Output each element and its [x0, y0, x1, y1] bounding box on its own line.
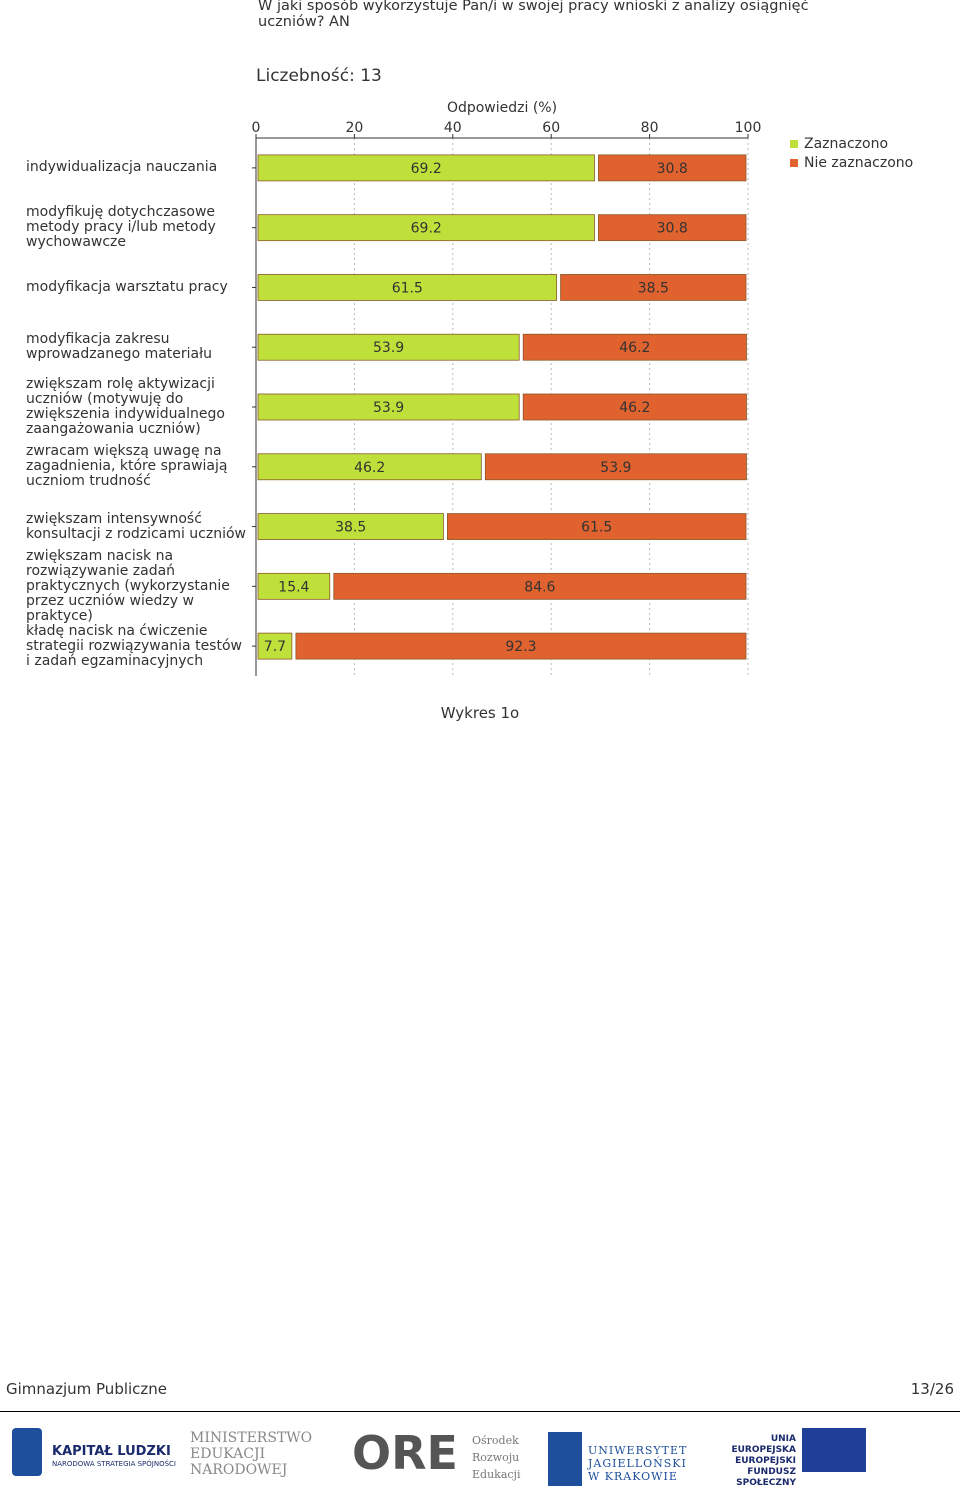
category-label: zwracam większą uwagę na zagadnienia, kt… [26, 443, 228, 490]
category-label: kładę nacisk na ćwiczenie strategii rozw… [26, 622, 242, 669]
value-label: 92.3 [505, 639, 536, 655]
value-label: 30.8 [657, 221, 688, 237]
chart-title: W jaki sposób wykorzystuje Pan/i w swoje… [258, 0, 809, 30]
bar-segment [257, 632, 293, 660]
logo-block: UNIWERSYTET JAGIELLOŃSKI W KRAKOWIE [588, 1444, 687, 1483]
logo-text: Rozwoju [472, 1451, 520, 1464]
value-label: 69.2 [411, 161, 442, 177]
bar-segment [295, 632, 747, 660]
footer-right: 13/26 [910, 1380, 954, 1398]
value-label: 53.9 [373, 400, 404, 416]
logo-mark [802, 1428, 866, 1472]
value-label: 15.4 [278, 579, 309, 595]
value-label: 61.5 [581, 520, 612, 536]
bar-segment [257, 453, 482, 481]
category-label: zwiększam nacisk na rozwiązywanie zadań … [26, 547, 230, 624]
x-tick-label: 20 [345, 120, 363, 136]
logo-mark [12, 1428, 42, 1476]
bar-segment [522, 333, 747, 361]
value-label: 53.9 [600, 460, 631, 476]
legend-label: Zaznaczono [804, 136, 888, 152]
bar-segment [257, 214, 595, 242]
chart: Odpowiedzi (%) 0 20 40 60 80 100 69.2 30.8 69.2 3… [252, 100, 913, 676]
category-label: modyfikacja warsztatu pracy [26, 278, 228, 295]
legend-swatch [790, 140, 798, 148]
bar-segment [522, 393, 747, 421]
logo-text: JAGIELLOŃSKI [588, 1457, 687, 1470]
bar-segment [333, 572, 747, 600]
legend-label: Nie zaznaczono [804, 155, 913, 171]
bar-segment [484, 453, 747, 481]
logo-block: UNIA EUROPEJSKA EUROPEJSKI FUNDUSZ SPOŁE… [706, 1434, 796, 1489]
logo-text: Edukacji [472, 1468, 521, 1481]
caption: Wykres 1o [440, 704, 520, 722]
bar-segment [447, 513, 747, 540]
legend-swatch [790, 159, 798, 167]
bar-segment [257, 274, 557, 301]
category-label: modyfikuję dotychczasowe metody pracy i/… [26, 204, 216, 251]
bar-segment [257, 513, 444, 540]
bar-segment [257, 572, 331, 600]
logo-text: NARODOWEJ [190, 1462, 288, 1478]
bar-segment [560, 274, 747, 301]
x-tick-label: 80 [641, 120, 659, 136]
bar-segment [257, 393, 520, 421]
logo-text: UNIWERSYTET [588, 1444, 688, 1457]
footer-left: Gimnazjum Publiczne [6, 1380, 168, 1398]
chart-subtitle: Liczebność: 13 [256, 66, 382, 86]
logo-block: MINISTERSTWO EDUKACJI NARODOWEJ [190, 1430, 312, 1478]
x-axis-label: Odpowiedzi (%) [447, 100, 557, 116]
logo-text: W KRAKOWIE [588, 1470, 678, 1483]
bar-segment [598, 154, 747, 182]
value-label: 7.7 [264, 639, 286, 655]
value-label: 84.6 [524, 579, 555, 595]
logo-text: NARODOWA STRATEGIA SPÓJNOŚCI [52, 1460, 176, 1468]
value-label: 46.2 [619, 400, 650, 416]
category-label: zwiększam intensywność konsultacji z rod… [26, 510, 246, 542]
bar-segment [257, 154, 595, 182]
value-label: 30.8 [657, 161, 688, 177]
category-label: modyfikacja zakresu wprowadzanego materi… [26, 331, 212, 363]
logo-block: Ośrodek Rozwoju Edukacji [472, 1432, 520, 1483]
logo-text: UNIA EUROPEJSKA [731, 1434, 796, 1455]
x-tick-label: 60 [542, 120, 560, 136]
value-label: 61.5 [392, 280, 423, 296]
logo-text: EUROPEJSKI [735, 1456, 796, 1466]
logo-text: MINISTERSTWO [190, 1430, 313, 1446]
footer-rule [0, 1411, 960, 1412]
category-label: zwiększam rolę aktywizacji uczniów (moty… [26, 376, 225, 437]
category-label: indywidualizacja nauczania [26, 159, 218, 176]
bar-segment [598, 214, 747, 242]
logo-text: KAPITAŁ LUDZKI [52, 1444, 171, 1459]
logo-text: FUNDUSZ SPOŁECZNY [736, 1467, 796, 1488]
bar-segment [257, 333, 520, 361]
logo-mark [548, 1432, 582, 1486]
value-label: 38.5 [638, 280, 669, 296]
value-label: 46.2 [354, 460, 385, 476]
value-label: 46.2 [619, 340, 650, 356]
value-label: 69.2 [411, 221, 442, 237]
value-label: 53.9 [373, 340, 404, 356]
logo-text: Ośrodek [472, 1434, 519, 1447]
x-tick-label: 100 [735, 120, 762, 136]
logo-text: EDUKACJI [190, 1446, 266, 1462]
logo-text: ORE [352, 1426, 458, 1480]
x-tick-label: 0 [252, 120, 261, 136]
value-label: 38.5 [335, 520, 366, 536]
x-tick-label: 40 [444, 120, 462, 136]
